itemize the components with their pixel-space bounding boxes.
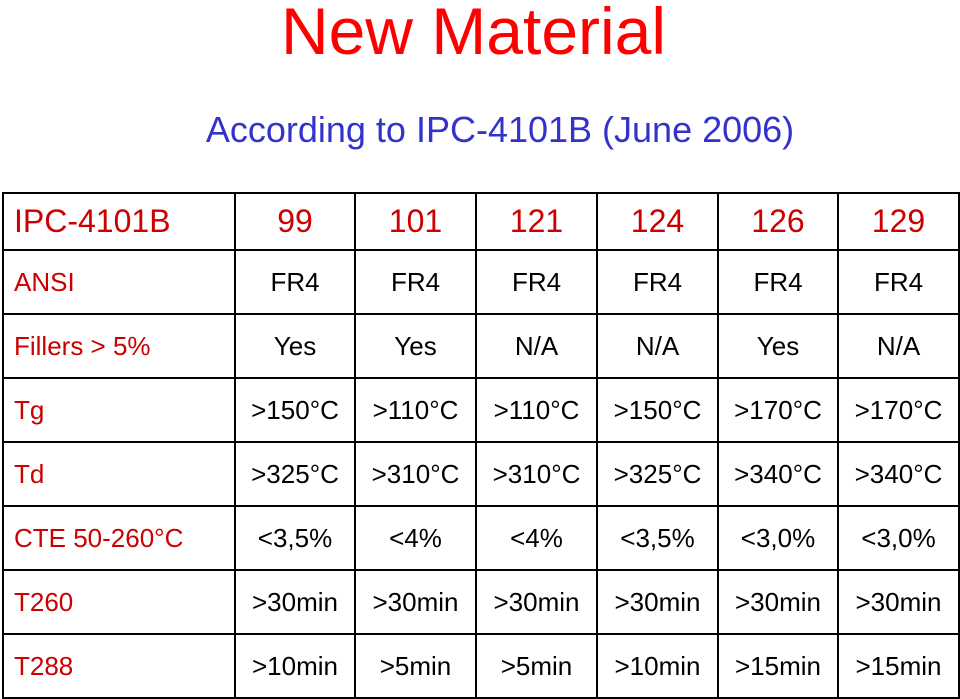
- row-label: T260: [2, 569, 236, 635]
- header-cell: 129: [837, 192, 960, 251]
- table-cell: >30min: [354, 569, 477, 635]
- header-cell: 99: [234, 192, 356, 251]
- table-cell: >340°C: [837, 441, 960, 507]
- table-cell: N/A: [596, 313, 719, 379]
- table-cell: >110°C: [354, 377, 477, 443]
- table-cell: FR4: [475, 249, 598, 315]
- header-cell: 124: [596, 192, 719, 251]
- table-cell: FR4: [717, 249, 839, 315]
- table-cell: >5min: [354, 633, 477, 699]
- table-cell: >30min: [596, 569, 719, 635]
- table-cell: <3,5%: [596, 505, 719, 571]
- header-cell: 126: [717, 192, 839, 251]
- table-cell: Yes: [717, 313, 839, 379]
- table-row: ANSI FR4 FR4 FR4 FR4 FR4 FR4: [2, 249, 960, 315]
- table-cell: FR4: [354, 249, 477, 315]
- table-row: T288 >10min >5min >5min >10min >15min >1…: [2, 633, 960, 699]
- table-row: Fillers > 5% Yes Yes N/A N/A Yes N/A: [2, 313, 960, 379]
- header-cell: 101: [354, 192, 477, 251]
- table-cell: <4%: [354, 505, 477, 571]
- table-cell: >30min: [234, 569, 356, 635]
- row-label: Tg: [2, 377, 236, 443]
- table-cell: <4%: [475, 505, 598, 571]
- row-label: CTE 50-260°C: [2, 505, 236, 571]
- table-cell: <3,5%: [234, 505, 356, 571]
- table-row: Td >325°C >310°C >310°C >325°C >340°C >3…: [2, 441, 960, 507]
- row-label: T288: [2, 633, 236, 699]
- table-cell: >170°C: [717, 377, 839, 443]
- table-cell: >325°C: [234, 441, 356, 507]
- table-cell: FR4: [234, 249, 356, 315]
- table-cell: FR4: [837, 249, 960, 315]
- table-header-row: IPC-4101B 99 101 121 124 126 129: [2, 192, 960, 251]
- table-cell: >15min: [837, 633, 960, 699]
- table-cell: N/A: [837, 313, 960, 379]
- table-cell: >30min: [837, 569, 960, 635]
- row-label: ANSI: [2, 249, 236, 315]
- material-spec-table: IPC-4101B 99 101 121 124 126 129 ANSI FR…: [2, 192, 960, 699]
- row-label: Fillers > 5%: [2, 313, 236, 379]
- table-cell: N/A: [475, 313, 598, 379]
- table-row: T260 >30min >30min >30min >30min >30min …: [2, 569, 960, 635]
- table-cell: >340°C: [717, 441, 839, 507]
- table-cell: Yes: [354, 313, 477, 379]
- table-cell: >110°C: [475, 377, 598, 443]
- table-row: CTE 50-260°C <3,5% <4% <4% <3,5% <3,0% <…: [2, 505, 960, 571]
- table-cell: >310°C: [475, 441, 598, 507]
- table-cell: >310°C: [354, 441, 477, 507]
- table-cell: >325°C: [596, 441, 719, 507]
- page-title: New Material: [280, 0, 667, 68]
- table-row: Tg >150°C >110°C >110°C >150°C >170°C >1…: [2, 377, 960, 443]
- table-cell: FR4: [596, 249, 719, 315]
- table-cell: >150°C: [234, 377, 356, 443]
- table-cell: >30min: [475, 569, 598, 635]
- header-cell: 121: [475, 192, 598, 251]
- table-cell: >150°C: [596, 377, 719, 443]
- table-cell: <3,0%: [837, 505, 960, 571]
- page-subtitle: According to IPC-4101B (June 2006): [205, 109, 795, 150]
- table-cell: >10min: [596, 633, 719, 699]
- header-cell: IPC-4101B: [2, 192, 236, 251]
- table-cell: >15min: [717, 633, 839, 699]
- table-cell: Yes: [234, 313, 356, 379]
- table-cell: >30min: [717, 569, 839, 635]
- table-cell: >5min: [475, 633, 598, 699]
- table-cell: >170°C: [837, 377, 960, 443]
- table-cell: <3,0%: [717, 505, 839, 571]
- row-label: Td: [2, 441, 236, 507]
- table-cell: >10min: [234, 633, 356, 699]
